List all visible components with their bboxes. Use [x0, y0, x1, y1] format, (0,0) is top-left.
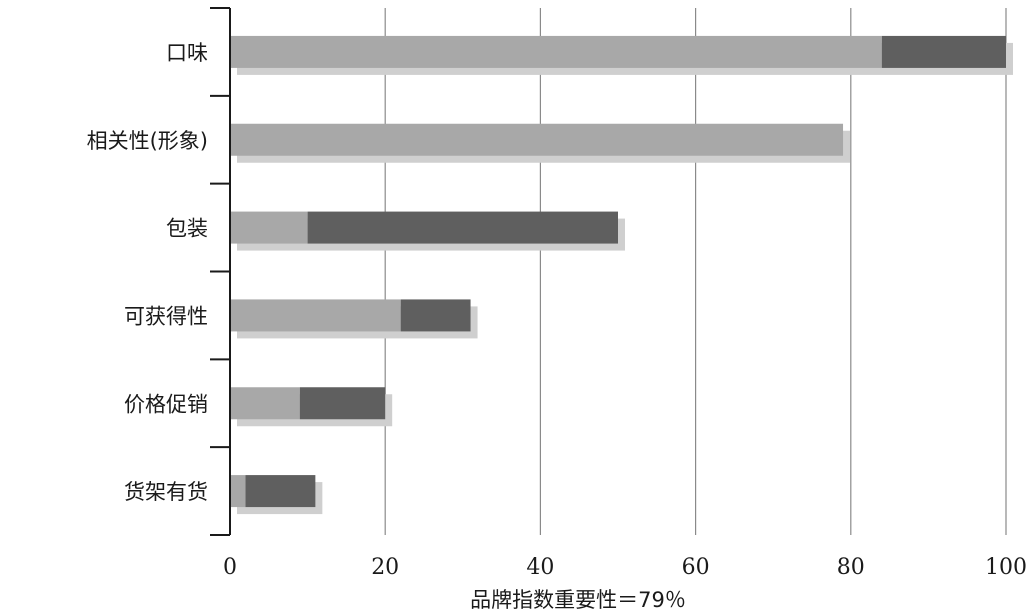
- x-tick-label: 0: [223, 555, 237, 580]
- bar-segment-1: [230, 123, 844, 156]
- category-label: 价格促销: [124, 392, 208, 416]
- bar-segment-2: [245, 475, 316, 508]
- bar-segment-1: [230, 299, 401, 332]
- x-tick-label: 80: [837, 555, 865, 580]
- x-tick-labels: 0 20 40 60 80 100: [223, 555, 1027, 580]
- bar-segment-2: [299, 387, 386, 420]
- bar-segment-1: [230, 475, 246, 508]
- category-label: 相关性(形象): [87, 129, 208, 153]
- x-tick-label: 20: [371, 555, 399, 580]
- bar-segment-1: [230, 387, 300, 420]
- x-tick-label: 40: [526, 555, 554, 580]
- bar-segment-1: [230, 35, 882, 68]
- x-tick-label: 60: [682, 555, 710, 580]
- x-tick-label: 100: [985, 555, 1027, 580]
- bars: [230, 35, 1013, 515]
- bar-segment-2: [400, 299, 471, 332]
- category-label: 包装: [166, 217, 208, 241]
- bar-segment-1: [230, 211, 308, 244]
- gridlines: [210, 7, 1007, 536]
- bar-segment-2: [307, 211, 618, 244]
- bar-segment-2: [881, 35, 1006, 68]
- category-label: 口味: [166, 41, 208, 65]
- category-label: 可获得性: [124, 304, 208, 328]
- category-label: 货架有货: [124, 480, 208, 504]
- x-axis-title: 品牌指数重要性＝79％: [470, 588, 686, 612]
